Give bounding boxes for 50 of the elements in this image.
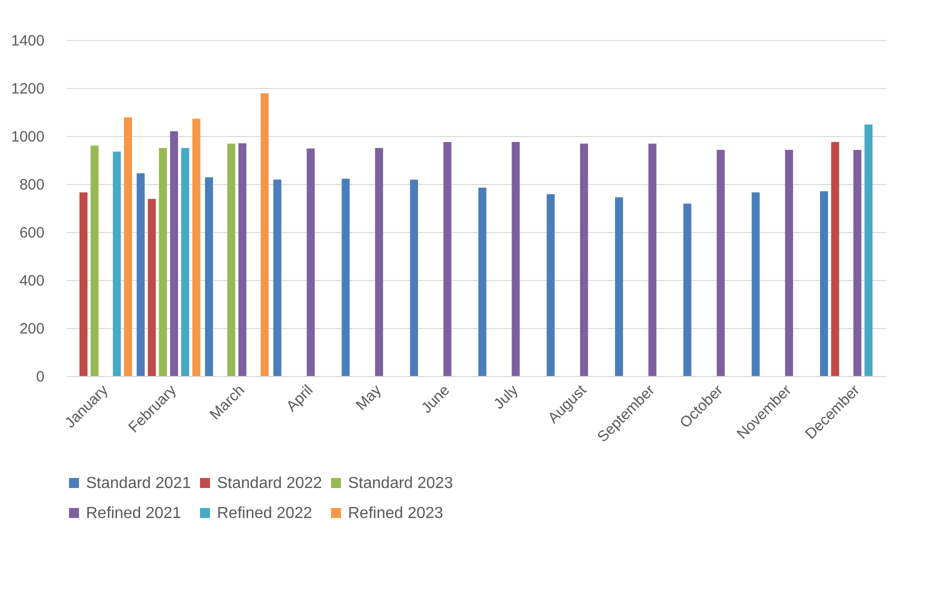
y-tick-label: 600 <box>19 224 44 242</box>
bar <box>580 144 588 376</box>
bar <box>478 188 486 376</box>
bar <box>342 178 350 376</box>
bar <box>615 197 624 376</box>
bar <box>238 143 246 376</box>
bar <box>410 180 418 376</box>
bar <box>181 148 190 376</box>
bar <box>546 194 555 376</box>
bar <box>227 144 236 376</box>
bar <box>205 177 214 376</box>
bar <box>306 148 315 376</box>
y-tick-label: 200 <box>19 320 44 338</box>
x-tick-label: July <box>490 381 522 413</box>
bar <box>648 144 656 376</box>
bar <box>79 192 88 376</box>
bar <box>112 152 121 376</box>
bar <box>864 124 873 376</box>
y-tick-label: 0 <box>36 368 44 386</box>
y-tick-label: 1200 <box>11 80 44 98</box>
legend-label: Refined 2021 <box>86 505 182 522</box>
bar <box>158 148 167 376</box>
bar <box>90 146 99 376</box>
y-tick-label: 400 <box>19 272 44 290</box>
x-tick-label: May <box>352 381 386 414</box>
bar <box>752 192 760 376</box>
bar <box>124 117 132 376</box>
bar <box>170 131 178 376</box>
legend-label: Standard 2023 <box>348 475 454 492</box>
y-tick-label: 1400 <box>11 32 44 50</box>
bar <box>820 191 828 376</box>
bar <box>716 150 725 376</box>
bar <box>785 150 794 376</box>
y-tick-label: 800 <box>19 176 44 194</box>
y-tick-label: 1000 <box>11 128 44 146</box>
bar <box>831 142 840 376</box>
legend-label: Refined 2022 <box>217 505 312 522</box>
bar <box>260 93 269 376</box>
bar <box>273 180 282 376</box>
legend-label: Standard 2022 <box>217 475 322 492</box>
bar <box>148 198 156 376</box>
bar <box>375 148 384 376</box>
legend-label: Standard 2021 <box>86 475 192 492</box>
bar <box>512 142 520 376</box>
legend-label: Refined 2023 <box>348 505 444 522</box>
bar <box>683 204 692 376</box>
bar <box>192 118 200 376</box>
bar <box>136 173 145 376</box>
bar <box>443 142 452 376</box>
bar <box>853 150 862 376</box>
